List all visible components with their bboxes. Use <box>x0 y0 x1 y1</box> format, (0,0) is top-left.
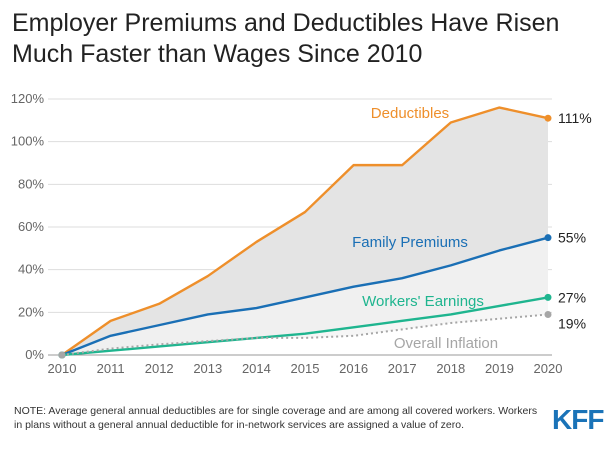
shaded-band <box>62 107 548 356</box>
end-value-label: 111% <box>558 110 592 126</box>
x-tick-label: 2013 <box>193 361 222 376</box>
end-point <box>544 114 552 122</box>
series-line <box>61 313 549 356</box>
y-tick-label: 20% <box>18 304 44 319</box>
y-tick-label: 40% <box>18 262 44 277</box>
x-tick-label: 2011 <box>97 361 125 376</box>
end-points <box>58 114 552 359</box>
x-tick-label: 2012 <box>145 361 174 376</box>
series-line <box>61 236 549 357</box>
line-chart: 0%20%40%60%80%100%120% 2010 2011 2012 2013 2… <box>11 91 592 376</box>
series-name-label: Workers' Earnings <box>362 293 484 310</box>
end-value-label: 27% <box>558 289 586 305</box>
footnote: NOTE: Average general annual deductibles… <box>14 405 538 431</box>
x-tick-label: 2016 <box>339 361 368 376</box>
y-tick-label: 80% <box>18 176 44 191</box>
chart-title: Employer Premiums and Deductibles Have R… <box>12 9 560 68</box>
end-point <box>544 234 552 242</box>
series-labels: 111% Deductibles 55% Family Premiums 27% Work… <box>352 105 592 352</box>
start-point <box>58 351 66 359</box>
y-tick-label: 60% <box>18 219 44 234</box>
x-tick-label: 2018 <box>436 361 465 376</box>
series-name-label: Overall Inflation <box>394 335 498 352</box>
kff-logo: KFF <box>552 404 604 435</box>
end-point <box>544 310 552 318</box>
end-value-label: 19% <box>558 315 586 331</box>
x-tick-label: 2017 <box>388 361 417 376</box>
y-tick-label: 100% <box>11 134 45 149</box>
x-tick-label: 2019 <box>485 361 514 376</box>
series-line <box>61 296 549 357</box>
series-line <box>61 106 549 356</box>
y-tick-label: 120% <box>11 91 45 106</box>
shaded-band <box>62 237 548 355</box>
x-tick-label: 2015 <box>291 361 320 376</box>
x-axis-ticks: 2010 2011 2012 2013 2014 2015 2016 2017 2018 2019… <box>48 361 563 376</box>
end-point <box>544 293 552 301</box>
series-name-label: Family Premiums <box>352 234 468 251</box>
y-tick-label: 0% <box>25 347 44 362</box>
x-tick-label: 2020 <box>534 361 563 376</box>
shaded-band <box>62 297 548 355</box>
y-axis-ticks: 0% 20% 40% 60% 80% 100% 120% <box>11 91 45 362</box>
x-tick-label: 2010 <box>48 361 77 376</box>
series-lines <box>61 106 549 357</box>
end-value-label: 55% <box>558 230 586 246</box>
series-name-label: Deductibles <box>371 105 449 122</box>
shaded-areas <box>62 107 548 356</box>
x-tick-label: 2014 <box>242 361 271 376</box>
